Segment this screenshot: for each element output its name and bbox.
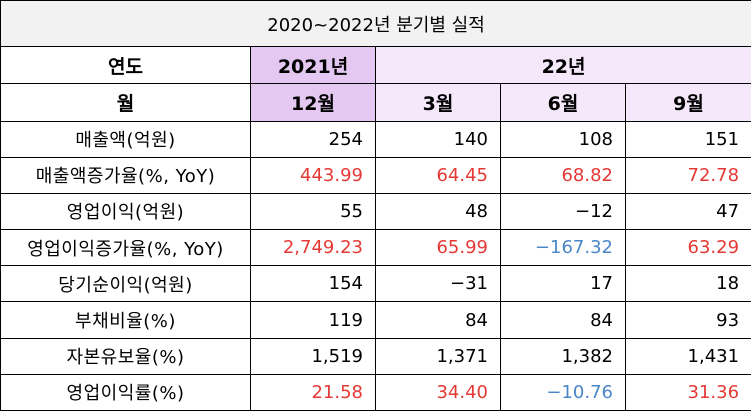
month-header-sep: 9월 [624,83,751,122]
table-row: 당기순이익(억원) 154 −31 17 18 [0,265,751,303]
table-row: 영업이익률(%) 21.58 34.40 −10.76 31.36 [0,373,751,411]
month-header-mar: 3월 [375,83,501,122]
table-cell: 18 [624,265,751,303]
table-title: 2020~2022년 분기별 실적 [0,0,751,48]
table-cell: 63.29 [624,229,751,267]
row-label-revenue-growth: 매출액증가율(%, YoY) [0,156,251,194]
table-cell: 84 [375,301,501,339]
row-label-reserve-ratio: 자본유보율(%) [0,337,251,375]
table-cell: 1,382 [500,337,626,375]
table-cell: 2,749.23 [250,229,376,267]
table-cell: −12 [500,192,626,231]
row-label-operating-margin: 영업이익률(%) [0,373,251,411]
table-cell: 1,371 [375,337,501,375]
table-cell: 140 [375,120,501,158]
row-label-revenue: 매출액(억원) [0,120,251,158]
row-label-operating-profit: 영업이익(억원) [0,192,251,231]
table-cell: 154 [250,265,376,303]
table-cell: 93 [624,301,751,339]
month-header-dec: 12월 [250,83,376,122]
month-header-jun: 6월 [500,83,626,122]
row-label-net-income: 당기순이익(억원) [0,265,251,303]
table-cell: 48 [375,192,501,231]
table-cell: 34.40 [375,373,501,411]
row-label-debt-ratio: 부채비율(%) [0,301,251,339]
table-cell: 17 [500,265,626,303]
month-header-label: 월 [0,83,251,122]
table-cell: 21.58 [250,373,376,411]
table-cell: 119 [250,301,376,339]
table-row: 매출액(억원) 254 140 108 151 [0,120,751,158]
table-cell: −10.76 [500,373,626,411]
table-cell: 31.36 [624,373,751,411]
table-cell: 84 [500,301,626,339]
table-cell: 254 [250,120,376,158]
table-row: 영업이익(억원) 55 48 −12 47 [0,192,751,231]
table-cell: 68.82 [500,156,626,194]
table-cell: 65.99 [375,229,501,267]
year-2021-header: 2021년 [250,46,376,85]
table-cell: 72.78 [624,156,751,194]
year-header-label: 연도 [0,46,251,85]
table-cell: 1,519 [250,337,376,375]
table-cell: −31 [375,265,501,303]
row-label-operating-profit-growth: 영업이익증가율(%, YoY) [0,229,251,267]
table-row: 매출액증가율(%, YoY) 443.99 64.45 68.82 72.78 [0,156,751,194]
table-cell: 47 [624,192,751,231]
table-cell: 64.45 [375,156,501,194]
table-cell: 151 [624,120,751,158]
table-cell: −167.32 [500,229,626,267]
table-row: 자본유보율(%) 1,519 1,371 1,382 1,431 [0,337,751,375]
table-cell: 443.99 [250,156,376,194]
table-row: 영업이익증가율(%, YoY) 2,749.23 65.99 −167.32 6… [0,229,751,267]
year-22-header: 22년 [374,46,751,85]
table-cell: 108 [500,120,626,158]
table-row: 부채비율(%) 119 84 84 93 [0,301,751,339]
table-cell: 55 [250,192,376,231]
table-cell: 1,431 [624,337,751,375]
